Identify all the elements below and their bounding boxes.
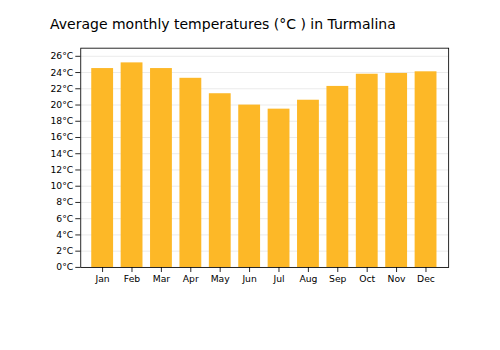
html-text:Average monthly temperatures (: Average monthly temperatures (°C ) in Tu… [50,16,396,32]
svg-text:Sep: Sep [329,273,347,284]
svg-text:Oct: Oct [359,273,375,284]
svg-text:2°C: 2°C [56,245,73,256]
svg-text:18°C: 18°C [50,115,73,126]
svg-text:16°C: 16°C [50,131,73,142]
svg-text:Jul: Jul [272,273,284,284]
svg-text:8°C: 8°C [56,196,73,207]
svg-text:Jan: Jan [94,273,109,284]
svg-text:20°C: 20°C [50,99,73,110]
svg-text:12°C: 12°C [50,164,73,175]
svg-text:6°C: 6°C [56,213,73,224]
svg-text:May: May [211,273,231,284]
svg-text:10°C: 10°C [50,180,73,191]
svg-text:14°C: 14°C [50,148,73,159]
svg-text:Apr: Apr [183,273,199,284]
svg-text:Aug: Aug [299,273,317,284]
svg-text:4°C: 4°C [56,229,73,240]
svg-text:22°C: 22°C [50,83,73,94]
svg-text:Mar: Mar [153,273,171,284]
svg-text:Nov: Nov [388,273,407,284]
svg-text:Jun: Jun [241,273,257,284]
svg-text:26°C: 26°C [50,50,73,61]
svg-text:24°C: 24°C [50,66,73,77]
svg-text:0°C: 0°C [56,261,73,272]
svg-text:Feb: Feb [124,273,140,284]
svg-text:Dec: Dec [417,273,435,284]
